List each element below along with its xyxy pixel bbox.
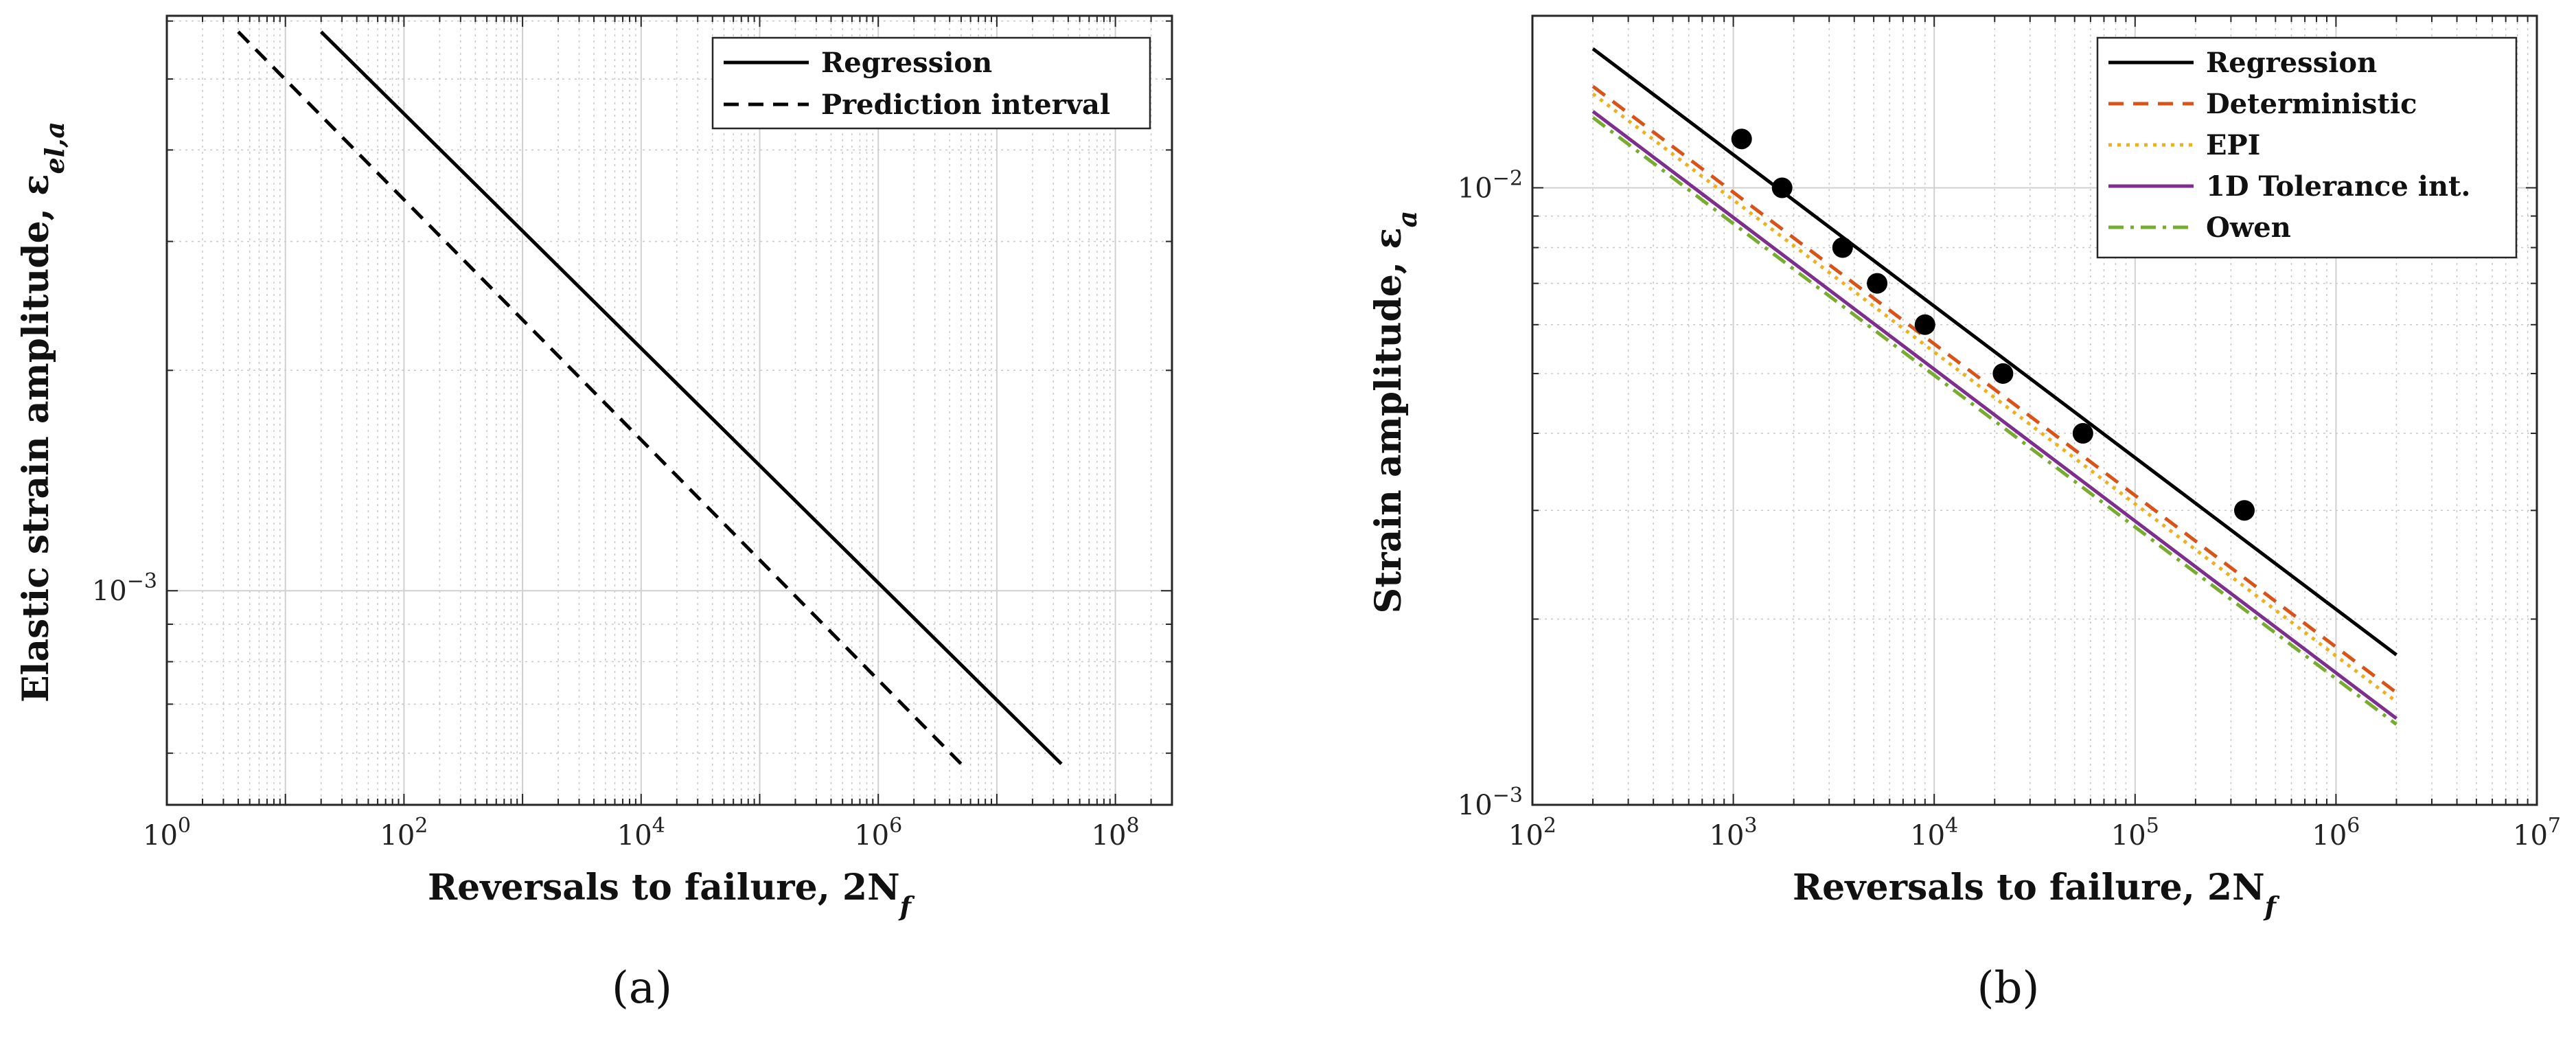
panel-b-data-point xyxy=(1832,237,1853,258)
panel-a-x-tick-label: 106 xyxy=(854,814,902,852)
panel-a-x-tick-label: 100 xyxy=(143,814,191,852)
panel-b-caption: (b) xyxy=(1977,963,2040,1014)
panel-b-y-tick-label: 10−3 xyxy=(1458,784,1523,821)
panel-b-x-tick-label: 106 xyxy=(2312,814,2360,852)
panel-b-data-point xyxy=(1914,314,1935,335)
panel-a-caption: (a) xyxy=(612,963,672,1014)
panel-b-data-point xyxy=(1771,177,1793,198)
panel-b-x-tick-label: 104 xyxy=(1910,814,1958,852)
panel-a-x-tick-label: 104 xyxy=(617,814,665,852)
panel-b: 102 103 104 105 106 107 10−3 10−2 Reversals to … xyxy=(1368,14,2561,1014)
panel-b-data-point xyxy=(1867,273,1888,294)
panel-b-y-tick-label: 10−2 xyxy=(1458,166,1523,204)
panel-a-plot-frame xyxy=(165,14,1173,806)
panel-b-x-tick-label: 105 xyxy=(2111,814,2159,852)
panel-b-x-tick-label: 107 xyxy=(2513,814,2561,852)
panel-b-tick-labels: 102 103 104 105 106 107 10−3 10−2 xyxy=(1458,166,2561,852)
panel-b-legend-label-deterministic: Deterministic xyxy=(2206,88,2417,120)
panel-b-legend-label-1d-tolerance-int: 1D Tolerance int. xyxy=(2206,170,2470,203)
panel-b-legend-label-owen: Owen xyxy=(2206,212,2291,244)
panel-b-data-point xyxy=(1731,128,1752,150)
panel-a-legend-box xyxy=(711,36,1151,130)
panel-a-series-regression xyxy=(319,30,1063,766)
panel-a-legend-label-regression: Regression xyxy=(821,47,992,79)
panel-a-grid xyxy=(166,16,1173,805)
panel-b-x-axis-label: Reversals to failure, 2Nf xyxy=(1793,867,2280,922)
panel-b-series-deterministic xyxy=(1591,84,2398,694)
panel-b-series-owen xyxy=(1591,116,2398,726)
panel-b-legend-box xyxy=(2096,36,2518,259)
panel-b-series-epi xyxy=(1591,92,2398,703)
panel-b-x-tick-label: 102 xyxy=(1508,814,1556,852)
panel-b-plot-frame xyxy=(1531,14,2538,806)
panel-b-data-point xyxy=(1992,363,2014,384)
panel-a-x-tick-label: 102 xyxy=(380,814,428,852)
panel-b-data-point xyxy=(2072,423,2093,444)
panel-a-tick-labels: 100 102 104 106 108 10−3 xyxy=(92,569,1140,852)
panel-a-y-tick-label: 10−3 xyxy=(92,569,157,607)
panel-b-series-regression xyxy=(1591,47,2398,656)
panel-a-legend-label-prediction-interval: Prediction interval xyxy=(821,89,1110,121)
panel-b-data-point xyxy=(2233,500,2255,521)
panel-b-points-layer xyxy=(1731,128,2255,521)
panel-b-legend-label-epi: EPI xyxy=(2206,129,2260,161)
panel-a-y-axis-label: Elastic strain amplitude, εel,a xyxy=(15,122,70,703)
panel-a-series-layer xyxy=(237,30,1063,766)
panel-b-y-axis-label: Strain amplitude, εa xyxy=(1368,211,1423,614)
panel-b-legend: Regression Deterministic EPI 1D Tolerance i… xyxy=(2096,36,2518,259)
panel-a-legend: Regression Prediction interval xyxy=(711,36,1151,130)
panel-b-x-tick-label: 103 xyxy=(1710,814,1758,852)
panel-a-x-tick-label: 108 xyxy=(1092,814,1140,852)
panel-b-legend-label-regression: Regression xyxy=(2206,47,2377,79)
panel-b-series-1d-tolerance-int xyxy=(1591,110,2398,720)
panel-b-series-layer xyxy=(1591,47,2398,726)
